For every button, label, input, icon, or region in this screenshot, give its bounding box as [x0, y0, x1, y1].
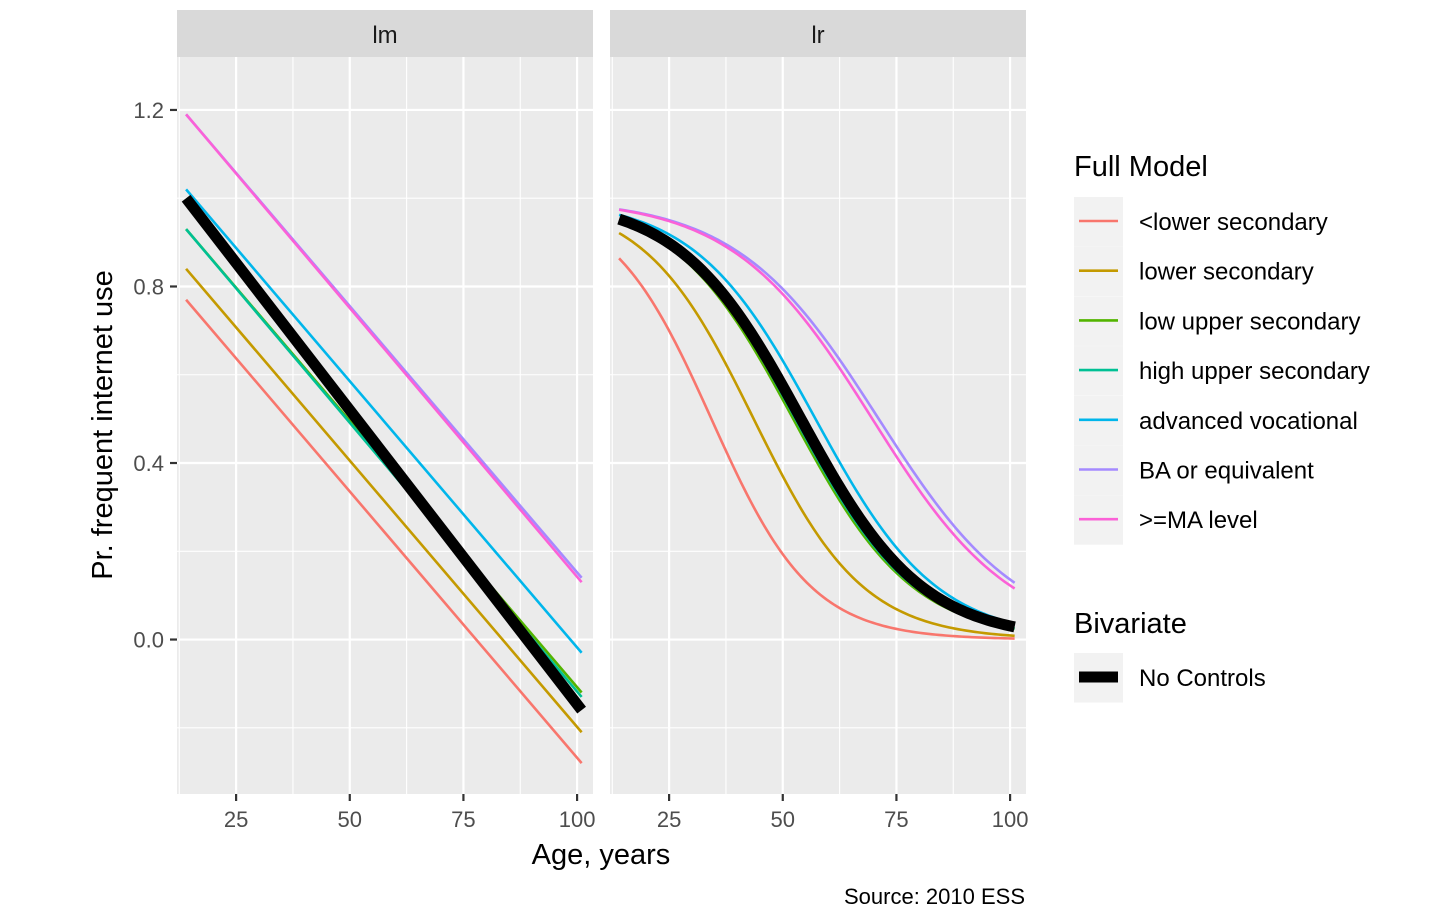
x-tick-label: 25 — [657, 807, 681, 832]
x-axis-lr: 25 50 75 100 — [657, 794, 1029, 832]
x-tick-label: 50 — [338, 807, 362, 832]
x-axis-lm: 25 50 75 100 — [224, 794, 596, 832]
panel-lm: lm — [177, 10, 593, 794]
legend-item-advanced-vocational: advanced vocational — [1074, 395, 1358, 446]
legend-item-high-upper-secondary: high upper secondary — [1074, 346, 1370, 396]
legend-item-ba-or-equivalent: BA or equivalent — [1074, 445, 1314, 495]
legend-label: >=MA level — [1139, 507, 1258, 534]
series-line-lower-secondary — [618, 257, 1015, 640]
y-tick-label: 0.4 — [133, 451, 164, 476]
series-line-ma-level — [185, 113, 583, 584]
legend-label: high upper secondary — [1139, 358, 1370, 385]
legend-label: low upper secondary — [1139, 308, 1360, 335]
grid-lm — [177, 57, 593, 794]
series-line-lower-secondary — [185, 267, 583, 734]
legend: Full Model <lower secondary lower seconda… — [1074, 151, 1370, 703]
strip-background-lr — [610, 10, 1026, 57]
legend-label: No Controls — [1139, 665, 1266, 692]
y-tick-label: 1.2 — [133, 98, 164, 123]
lines-lr — [616, 208, 1017, 640]
panel-lr: lr — [610, 10, 1026, 794]
strip-title-lr: lr — [811, 22, 824, 49]
series-line-no-controls — [181, 194, 586, 714]
y-axis: 0.0 0.4 0.8 1.2 — [133, 98, 177, 653]
legend-item-lower-secondary: <lower secondary — [1074, 197, 1328, 247]
legend-item-ma-level: >=MA level — [1074, 495, 1258, 545]
x-tick-label: 100 — [992, 807, 1029, 832]
x-tick-label: 75 — [884, 807, 908, 832]
x-axis-title: Age, years — [532, 839, 671, 871]
legend-label: <lower secondary — [1139, 209, 1328, 236]
series-line-no-controls — [616, 213, 1017, 633]
x-tick-label: 75 — [451, 807, 475, 832]
legend-title-full-model: Full Model — [1074, 151, 1208, 183]
legend-label: advanced vocational — [1139, 408, 1358, 435]
legend-item-lower-secondary: lower secondary — [1074, 246, 1314, 297]
strip-background-lm — [177, 10, 593, 57]
x-tick-label: 100 — [559, 807, 596, 832]
series-line-advanced-vocational — [185, 188, 583, 654]
x-tick-label: 50 — [771, 807, 795, 832]
legend-items-bivariate: No Controls — [1074, 653, 1266, 703]
legend-label: lower secondary — [1139, 259, 1314, 286]
caption: Source: 2010 ESS — [844, 884, 1025, 909]
series-line-lower-secondary — [618, 231, 1015, 638]
y-axis-title: Pr. frequent internet use — [87, 270, 119, 580]
series-line-advanced-vocational — [618, 213, 1015, 625]
legend-item-no-controls: No Controls — [1074, 653, 1266, 703]
lines-lm — [181, 113, 586, 764]
legend-item-low-upper-secondary: low upper secondary — [1074, 296, 1360, 346]
plot-background-lm — [177, 57, 593, 794]
y-tick-label: 0.8 — [133, 274, 164, 299]
series-line-ma-level — [618, 208, 1016, 590]
grid-lr — [610, 57, 1026, 794]
x-tick-label: 25 — [224, 807, 248, 832]
legend-title-bivariate: Bivariate — [1074, 608, 1187, 640]
legend-items-full-model: <lower secondary lower secondary low upper… — [1074, 197, 1370, 545]
y-tick-label: 0.0 — [133, 628, 164, 653]
legend-label: BA or equivalent — [1139, 458, 1314, 485]
strip-title-lm: lm — [372, 22, 397, 49]
series-line-lower-secondary — [185, 298, 583, 764]
